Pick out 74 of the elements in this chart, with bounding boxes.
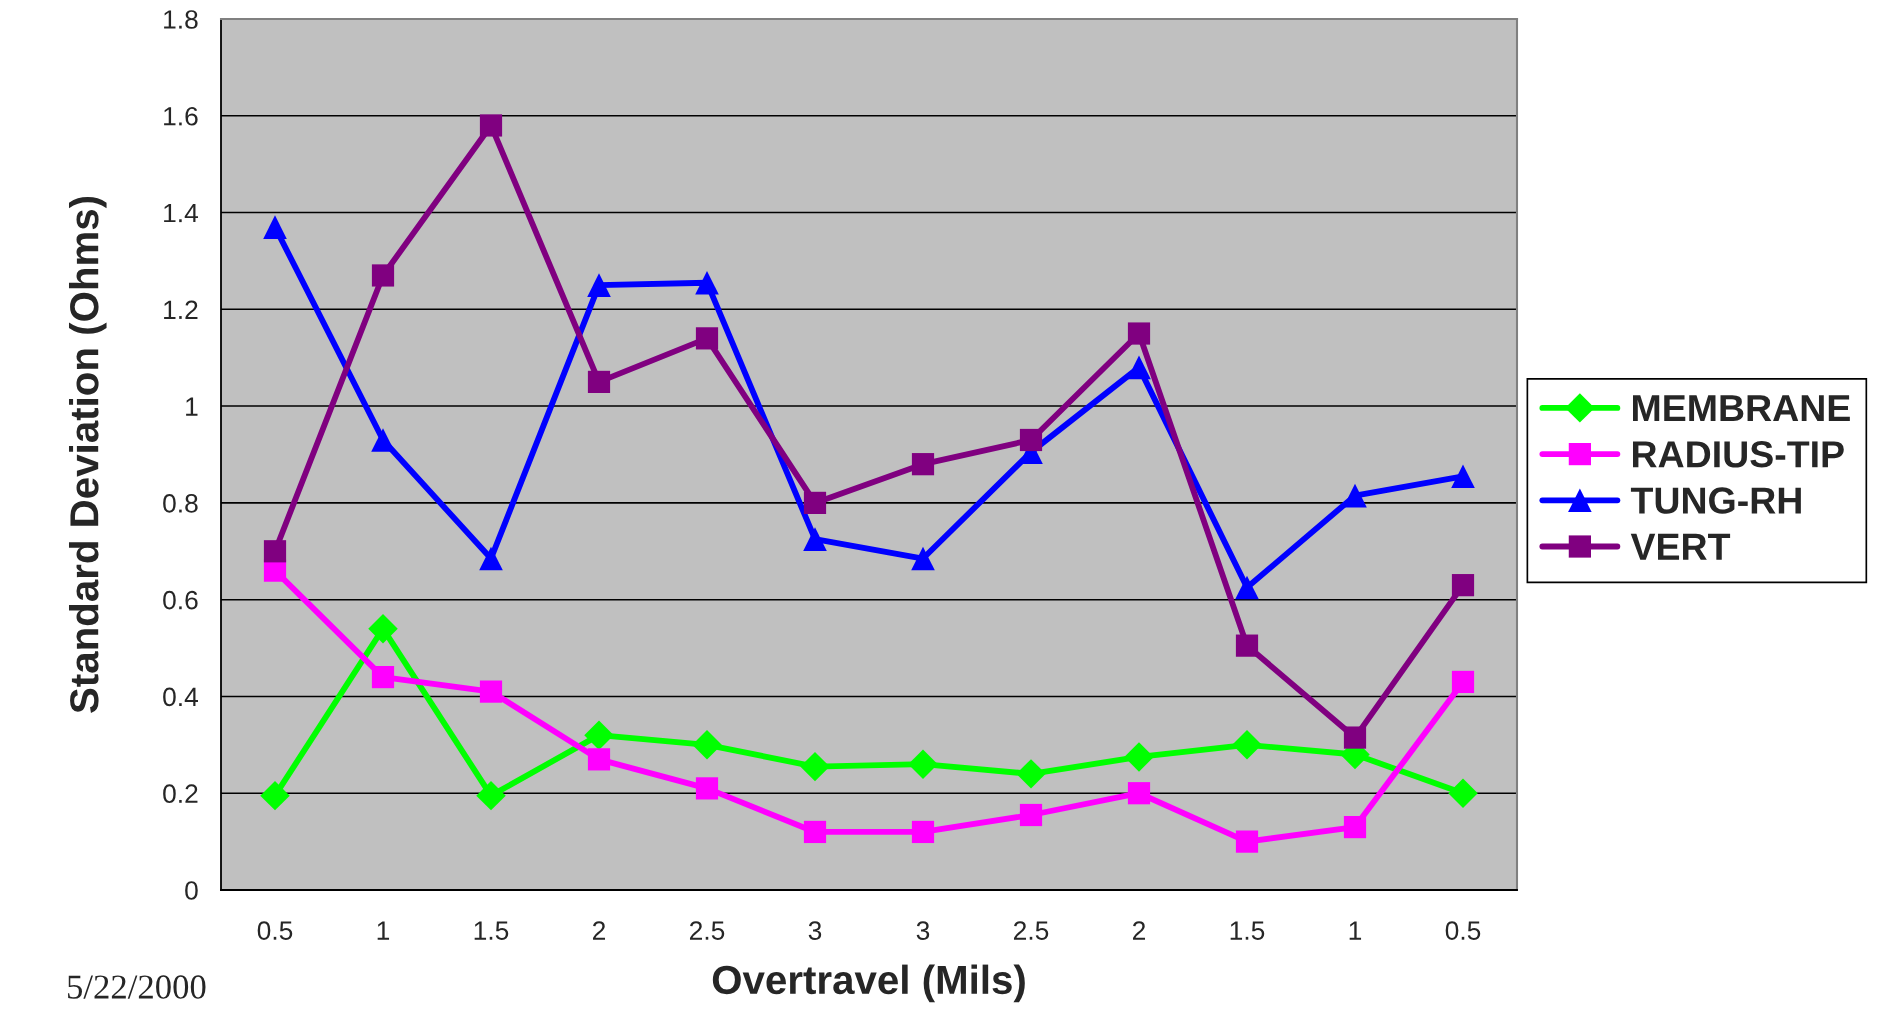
legend-label: TUNG-RH xyxy=(1630,487,1801,514)
point xyxy=(803,820,827,844)
point xyxy=(911,546,935,571)
point xyxy=(1016,759,1046,789)
y-tick-label: 1.6 xyxy=(164,106,198,126)
point xyxy=(1343,726,1367,749)
point xyxy=(911,453,935,476)
point xyxy=(1235,575,1259,600)
point xyxy=(1451,670,1475,694)
point xyxy=(479,114,503,137)
legend-label: MEMBRANE xyxy=(1633,395,1850,422)
x-tick-label: 3 xyxy=(916,921,930,940)
point xyxy=(911,820,935,844)
point xyxy=(803,491,827,514)
y-tick-label: 0 xyxy=(185,881,198,900)
point xyxy=(695,777,719,800)
legend-label: RADIUS-TIP xyxy=(1633,441,1844,468)
point xyxy=(479,546,503,571)
y-tick-label: 0.6 xyxy=(163,590,198,610)
x-tick-label: 2 xyxy=(1132,921,1146,940)
point xyxy=(1235,634,1259,657)
point xyxy=(1124,742,1154,772)
text: 5/22/2000 xyxy=(68,975,206,999)
point xyxy=(1451,464,1475,489)
point xyxy=(1343,815,1367,839)
point xyxy=(479,680,503,703)
point xyxy=(368,613,398,644)
point xyxy=(1232,730,1262,760)
x-tick-label: 1.5 xyxy=(474,921,509,940)
point xyxy=(695,270,719,295)
point xyxy=(476,780,506,811)
y-axis-title: Standard Deviation (Ohms) xyxy=(69,196,107,713)
x-tick-label: 1.5 xyxy=(1230,921,1265,940)
point xyxy=(263,540,287,563)
x-tick-label: 1 xyxy=(1349,921,1362,940)
point xyxy=(908,749,938,779)
x-tick-label: 1 xyxy=(377,921,390,940)
point xyxy=(371,264,395,287)
point xyxy=(587,370,611,394)
y-tick-label: 1.2 xyxy=(164,300,198,319)
point xyxy=(1448,778,1478,808)
x-axis-title: Overtravel (Mils) xyxy=(712,964,1025,1003)
point xyxy=(1019,428,1043,452)
y-tick-label: 0.8 xyxy=(163,494,198,513)
point xyxy=(1127,322,1151,345)
y-tick-label: 1.8 xyxy=(164,10,198,29)
point xyxy=(371,665,395,689)
y-tick-label: 0.2 xyxy=(163,784,198,804)
point xyxy=(1451,574,1475,597)
point xyxy=(260,780,290,811)
x-tick-label: 0.5 xyxy=(1445,921,1481,940)
x-tick-label: 0.5 xyxy=(257,921,293,940)
point xyxy=(1127,782,1151,805)
point xyxy=(1019,803,1043,827)
legend-label: VERT xyxy=(1630,533,1731,560)
point xyxy=(587,748,611,771)
point xyxy=(692,730,722,760)
point xyxy=(587,273,611,297)
y-tick-label: 1.4 xyxy=(164,203,199,223)
x-tick-label: 2.5 xyxy=(689,921,725,940)
x-tick-label: 3 xyxy=(808,921,822,940)
point xyxy=(800,751,830,782)
point xyxy=(1235,830,1259,853)
point xyxy=(371,428,395,452)
point xyxy=(803,527,827,551)
point xyxy=(695,327,719,350)
y-tick-label: 1 xyxy=(186,397,198,416)
point xyxy=(1127,355,1151,380)
point xyxy=(584,720,614,750)
point xyxy=(1343,483,1367,508)
y-tick-label: 0.4 xyxy=(163,687,199,707)
point xyxy=(263,215,287,239)
x-tick-label: 2 xyxy=(592,921,606,940)
x-tick-label: 2.5 xyxy=(1013,921,1049,940)
